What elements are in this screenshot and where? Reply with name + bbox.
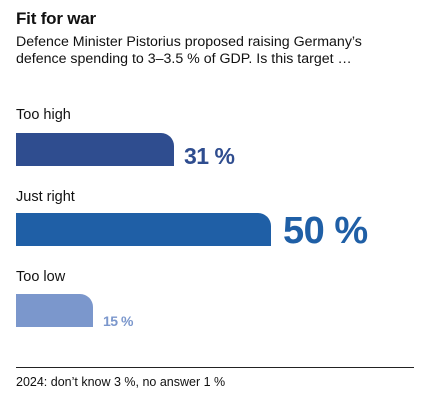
category-label-too-low: Too low (16, 269, 66, 285)
bar-too-low (16, 294, 93, 327)
category-label-just-right: Just right (16, 189, 75, 205)
bar-too-high (16, 133, 174, 166)
footnote: 2024: don’t know 3 %, no answer 1 % (16, 375, 226, 389)
chart-subtitle: Defence Minister Pistorius proposed rais… (16, 34, 362, 67)
value-label-too-low: 15 % (103, 313, 133, 330)
value-label-just-right: 50 % (283, 209, 368, 252)
category-label-too-high: Too high (16, 107, 71, 123)
bar-just-right (16, 213, 271, 246)
footnote-divider (16, 367, 414, 368)
value-label-too-high: 31 % (184, 143, 235, 170)
chart-title: Fit for war (16, 9, 96, 28)
